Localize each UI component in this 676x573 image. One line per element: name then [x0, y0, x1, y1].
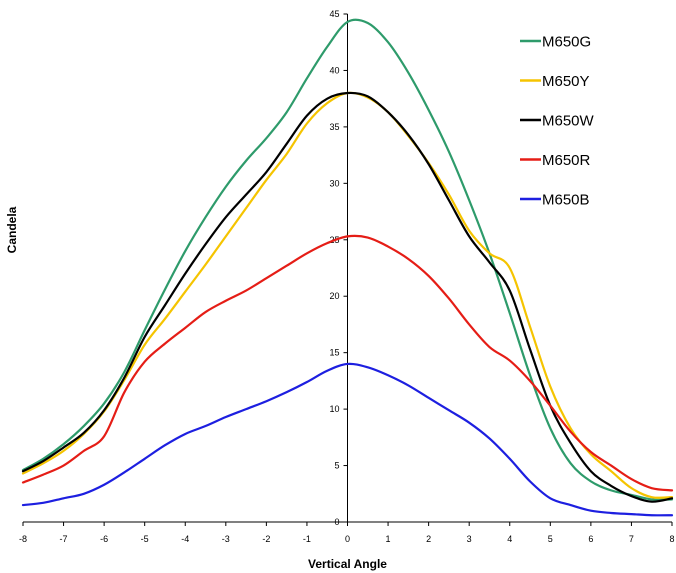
x-tick-label: -1	[303, 534, 311, 544]
series-line-m650w	[21, 91, 674, 503]
axes-layer	[23, 14, 672, 523]
x-tick-label: -5	[141, 534, 149, 544]
y-tick-label: 45	[329, 9, 339, 19]
x-tick-label: -3	[222, 534, 230, 544]
series-line-m650r	[21, 234, 674, 492]
series-line-m650b	[21, 362, 674, 517]
x-tick-label: -6	[100, 534, 108, 544]
x-tick-label: 2	[426, 534, 431, 544]
x-tick-label: -2	[262, 534, 270, 544]
x-tick-label: 1	[386, 534, 391, 544]
y-axis-title: Candela	[5, 206, 19, 253]
y-tick-label: 35	[329, 122, 339, 132]
y-tick-label: 20	[329, 291, 339, 301]
x-tick-label: 4	[507, 534, 512, 544]
y-tick-label: 5	[334, 461, 339, 471]
series-line-m650g	[21, 18, 674, 501]
ticks-layer: -8 -7 -6 -5 -4 -3 -2 -1 0 1 2 3 4 5 6 7 8051015202530354…	[19, 9, 675, 544]
y-tick-label: 0	[334, 517, 339, 527]
x-tick-label: 6	[588, 534, 593, 544]
legend-item-m650w: M650W	[520, 113, 595, 130]
series-layer	[21, 18, 674, 517]
legend-label: M650B	[542, 192, 590, 209]
x-tick-label: -7	[60, 534, 68, 544]
y-tick-label: 10	[329, 404, 339, 414]
legend-item-m650g: M650G	[520, 34, 591, 51]
x-tick-label: 3	[467, 534, 472, 544]
x-tick-label: 7	[629, 534, 634, 544]
y-tick-label: 15	[329, 348, 339, 358]
x-axis-title: Vertical Angle	[308, 557, 387, 571]
x-tick-label: -8	[19, 534, 27, 544]
legend-label: M650G	[542, 34, 591, 51]
x-tick-label: 8	[669, 534, 674, 544]
legend: M650G M650Y M650W M650R M650B	[520, 34, 595, 209]
legend-label: M650R	[542, 152, 591, 169]
x-tick-label: -4	[181, 534, 189, 544]
legend-item-m650y: M650Y	[520, 73, 590, 90]
legend-label: M650Y	[542, 73, 590, 90]
y-tick-label: 30	[329, 178, 339, 188]
legend-label: M650W	[542, 113, 595, 130]
x-tick-label: 0	[345, 534, 350, 544]
x-tick-label: 5	[548, 534, 553, 544]
legend-item-m650r: M650R	[520, 152, 591, 169]
legend-item-m650b: M650B	[520, 192, 590, 209]
y-tick-label: 40	[329, 65, 339, 75]
